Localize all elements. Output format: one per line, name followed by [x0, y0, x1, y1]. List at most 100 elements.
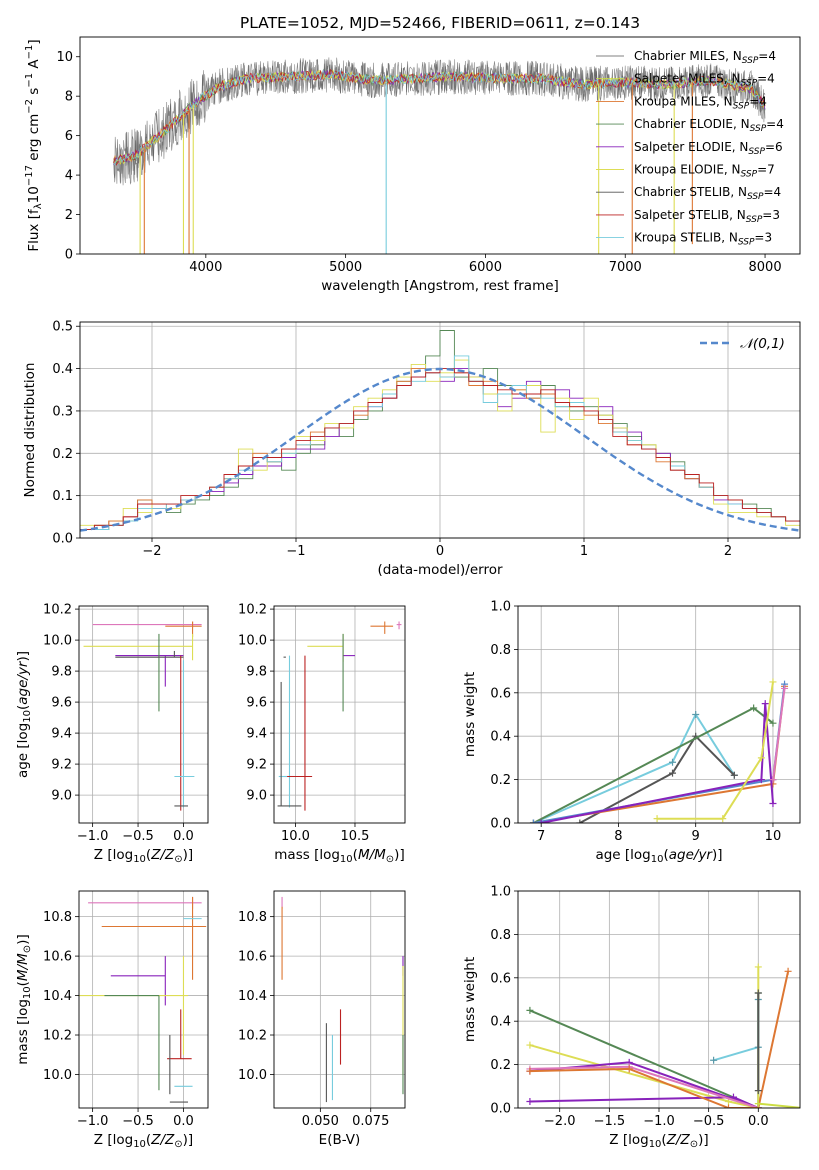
series-line: [758, 1102, 800, 1108]
x-tick-label: −2.0: [544, 1114, 576, 1129]
y-axis-label: age [log10(age/yr)]: [15, 651, 33, 778]
series-marker: [757, 754, 765, 762]
hist-step-line: [80, 368, 800, 530]
axes-frame: [79, 321, 801, 539]
legend-label: Kroupa MILES, NSSP=4: [634, 94, 767, 111]
x-tick-label: 5000: [329, 260, 362, 275]
spectrum-model-line: [113, 69, 766, 166]
y-tick-label: 10.8: [238, 910, 267, 925]
y-tick-label: 0.8: [490, 928, 511, 943]
y-tick-label: 10.0: [43, 634, 72, 649]
y-tick-label: 10: [56, 50, 73, 65]
series-marker: [769, 776, 777, 784]
series-marker: [669, 758, 677, 766]
y-tick-label: 0.0: [490, 1102, 511, 1117]
series-marker: [754, 1087, 762, 1095]
series-marker: [529, 819, 537, 823]
series-marker: [769, 719, 777, 727]
spectrum-model-line: [113, 68, 766, 166]
y-tick-label: 10.8: [43, 910, 72, 925]
series-marker: [781, 684, 789, 692]
line-plot: [526, 963, 800, 1108]
spectrum-plot: [113, 57, 766, 254]
series-marker: [526, 1067, 534, 1075]
errorbar-plot: [277, 621, 402, 811]
x-axis-label: wavelength [Angstrom, rest frame]: [321, 278, 559, 294]
y-tick-label: 10.6: [43, 950, 72, 965]
x-tick-label: 9: [692, 829, 700, 844]
series-marker: [761, 700, 769, 708]
series-line: [772, 688, 786, 780]
series-marker: [754, 989, 762, 997]
axes-frame: [78, 890, 209, 1109]
spectrum-data-line: [113, 57, 766, 186]
y-axis-label: Normed distribution: [22, 363, 38, 498]
y-axis-label: mass [log10(M/M⊙)]: [15, 934, 33, 1064]
x-tick-label: −0.5: [122, 1114, 154, 1129]
x-tick-label: 0.0: [173, 1114, 194, 1129]
y-tick-label: 10.0: [238, 634, 267, 649]
series-line: [529, 1065, 759, 1108]
series-line: [657, 681, 774, 820]
y-axis-label: Flux [fλ10−17 erg cm−2 s−1 A−1]: [24, 39, 44, 251]
x-tick-label: 10.0: [281, 829, 310, 844]
x-tick-label: −0.5: [122, 829, 154, 844]
legend-label: Kroupa ELODIE, NSSP=7: [634, 163, 775, 180]
axes-frame: [79, 36, 801, 255]
series-marker: [754, 963, 762, 971]
y-tick-label: 9.4: [51, 727, 72, 742]
series-marker: [625, 1065, 633, 1073]
x-axis-label: Z [log10(Z/Z⊙)]: [94, 847, 193, 865]
chart-mass_vs_Z: −1.0 −0.5 0.0 10.0 10.2 10.4 10.6 10.8 Z [log10(…: [15, 890, 209, 1150]
x-tick-label: 0.075: [352, 1114, 389, 1129]
series-marker: [769, 678, 777, 686]
x-axis-label: E(B-V): [319, 1132, 361, 1148]
series-line: [529, 993, 760, 1108]
y-tick-label: 10.2: [238, 1029, 267, 1044]
x-tick-label: −1.0: [77, 829, 109, 844]
y-tick-label: 0.2: [52, 447, 73, 462]
chart-massweight_vs_Z: −2.0 −1.5 −1.0 −0.5 0.0 0.0 0.2 0.4 0.6 0.8 1.0 Z […: [462, 885, 801, 1150]
y-tick-label: 6: [65, 129, 73, 144]
x-tick-label: −1: [286, 544, 305, 559]
y-tick-label: 0.1: [52, 489, 73, 504]
series-marker: [730, 771, 738, 779]
series-marker: [754, 1100, 762, 1108]
series-line: [533, 713, 736, 823]
chart-residuals: −2 −1 0 1 2 0.0 0.1 0.2 0.3 0.4 0.5 (data-model)/er…: [22, 320, 801, 578]
x-tick-label: −1.0: [77, 1114, 109, 1129]
x-tick-label: −1.0: [643, 1114, 675, 1129]
series-marker: [537, 819, 545, 823]
y-tick-label: 0.0: [490, 817, 511, 832]
series-marker: [526, 1097, 534, 1105]
series-marker: [669, 769, 677, 777]
chart-spectrum: 4000 5000 6000 7000 8000 0 2 4 6 8 10 wavelength [A…: [24, 36, 801, 294]
errorbar-plot: [83, 621, 202, 811]
y-tick-label: 10.0: [238, 1068, 267, 1083]
y-tick-label: 10.6: [238, 950, 267, 965]
y-tick-label: 9.0: [51, 789, 72, 804]
y-tick-label: 0: [65, 248, 73, 263]
y-tick-label: 10.2: [238, 603, 267, 618]
y-tick-label: 10.4: [43, 989, 72, 1004]
x-tick-label: 8000: [749, 260, 782, 275]
x-tick-label: 0.0: [173, 829, 194, 844]
y-tick-label: 9.6: [246, 696, 267, 711]
x-tick-label: 7000: [609, 260, 642, 275]
hist-plot: [80, 330, 800, 532]
y-tick-label: 10.4: [238, 989, 267, 1004]
series-marker: [576, 819, 584, 823]
spectrum-model-line: [113, 69, 766, 165]
series-line: [533, 707, 774, 823]
figure-title: PLATE=1052, MJD=52466, FIBERID=0611, z=0…: [240, 14, 640, 32]
x-tick-label: 7: [537, 829, 545, 844]
legend-label: Salpeter MILES, NSSP=4: [634, 72, 775, 89]
y-axis-label: mass weight: [462, 957, 478, 1042]
series-line: [529, 971, 790, 1108]
axes-frame: [517, 605, 801, 824]
y-tick-label: 9.8: [246, 665, 267, 680]
x-tick-label: 2: [724, 544, 732, 559]
y-tick-label: 10.0: [43, 1068, 72, 1083]
series-marker: [653, 815, 661, 823]
